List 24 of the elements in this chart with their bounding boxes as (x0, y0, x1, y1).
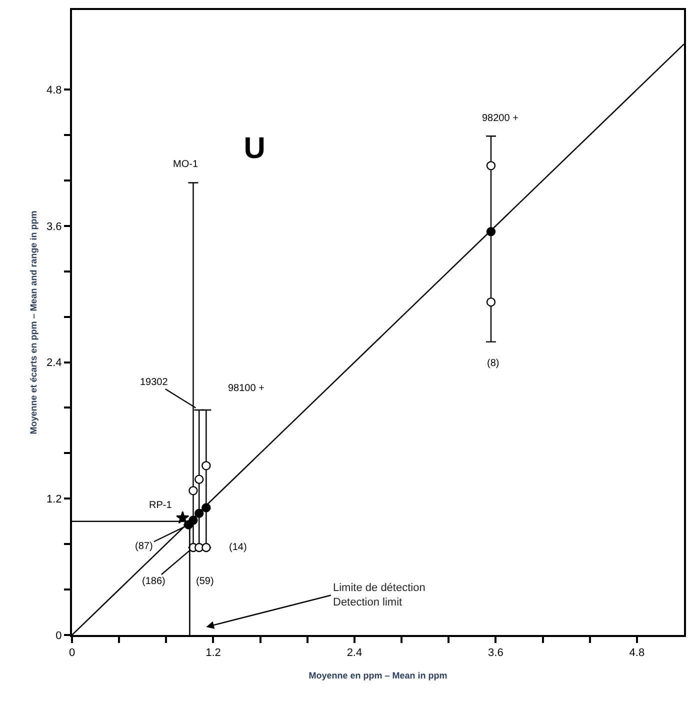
annotation: (14) (229, 542, 247, 553)
y-tick-label: 3.6 (46, 220, 62, 233)
annotation: RP-1 (149, 500, 172, 511)
annotation: (87) (135, 541, 153, 552)
y-tick-label: 0 (56, 630, 62, 642)
x-tick-label: 1.2 (206, 647, 221, 660)
annotation: (59) (196, 576, 214, 587)
y-axis-title: Moyenne et écarts en ppm – Mean and range in ppm (28, 210, 38, 434)
y-tick-label: 1.2 (46, 493, 62, 506)
y-tick-label: 4.8 (46, 84, 62, 96)
annotation: 19302 (140, 377, 168, 388)
x-tick-label: 2.4 (346, 647, 362, 660)
annotation: 98200 + (482, 113, 519, 124)
x-tick-label: 3.6 (488, 647, 504, 660)
ref-line-label: Limite de détection Detection limit (333, 582, 426, 608)
y-tick-label: 2.4 (46, 357, 62, 370)
annotation: 98100 + (228, 383, 265, 394)
x-axis-title: Moyenne en ppm – Mean in ppm (308, 670, 448, 680)
annotation: MO-1 (173, 159, 198, 170)
annotation: (186) (142, 576, 166, 587)
annotation: (8) (487, 358, 500, 369)
x-tick-label: 4.8 (629, 647, 645, 660)
text: U (244, 132, 266, 165)
x-tick-label: 0 (68, 647, 76, 660)
